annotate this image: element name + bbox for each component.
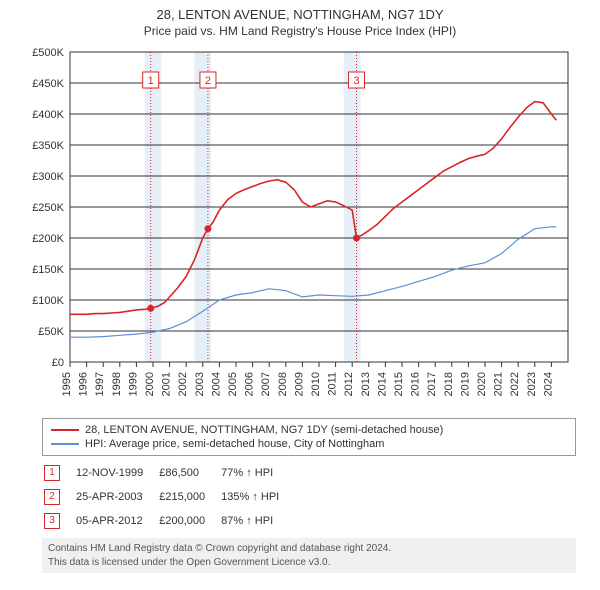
marker-label: 3: [353, 75, 359, 87]
y-tick-label: £450K: [32, 78, 64, 90]
y-tick-label: £250K: [32, 202, 64, 214]
sales-table: 1 12-NOV-1999£86,50077% ↑ HPI 2 25-APR-2003…: [42, 460, 295, 534]
x-tick-label: 2002: [177, 372, 189, 396]
sale-price: £86,500: [159, 462, 219, 484]
chart-title: 28, LENTON AVENUE, NOTTINGHAM, NG7 1DY: [0, 0, 600, 24]
sale-hpi: 87% ↑ HPI: [221, 510, 293, 532]
x-tick-label: 2008: [277, 372, 289, 396]
chart-area: £0 £50K £100K £150K £200K £250K £300K £350K £400…: [20, 42, 580, 412]
y-tick-label: £200K: [32, 233, 64, 245]
legend: 28, LENTON AVENUE, NOTTINGHAM, NG7 1DY (…: [42, 418, 576, 456]
legend-label: 28, LENTON AVENUE, NOTTINGHAM, NG7 1DY (…: [85, 424, 443, 436]
chart-subtitle: Price paid vs. HM Land Registry's House …: [0, 24, 600, 42]
footer-line2: This data is licensed under the Open Gov…: [48, 556, 570, 570]
x-tick-label: 2010: [310, 372, 322, 396]
x-tick-label: 2022: [509, 372, 521, 396]
x-tick-label: 2015: [393, 372, 405, 396]
y-tick-label: £0: [52, 357, 64, 369]
x-tick-label: 2007: [260, 372, 272, 396]
legend-item: 28, LENTON AVENUE, NOTTINGHAM, NG7 1DY (…: [51, 423, 567, 437]
x-tick-label: 2019: [459, 372, 471, 396]
x-tick-label: 2009: [293, 372, 305, 396]
sale-point: [204, 225, 211, 232]
x-tick-label: 2003: [194, 372, 206, 396]
marker-label: 2: [205, 75, 211, 87]
x-tick-label: 2013: [360, 372, 372, 396]
chart-svg: £0 £50K £100K £150K £200K £250K £300K £350K £400…: [20, 42, 580, 412]
x-tick-label: 2017: [426, 372, 438, 396]
table-row: 3 05-APR-2012£200,00087% ↑ HPI: [44, 510, 293, 532]
sale-hpi: 135% ↑ HPI: [221, 486, 293, 508]
x-tick-label: 2000: [144, 372, 156, 396]
x-tick-label: 2004: [210, 372, 222, 396]
x-tick-label: 2021: [493, 372, 505, 396]
legend-swatch: [51, 443, 79, 445]
legend-label: HPI: Average price, semi-detached house,…: [85, 438, 384, 450]
x-tick-label: 2012: [343, 372, 355, 396]
marker-label: 1: [148, 75, 154, 87]
y-tick-label: £400K: [32, 109, 64, 121]
x-tick-label: 1998: [111, 372, 123, 396]
footer-line1: Contains HM Land Registry data © Crown c…: [48, 542, 570, 556]
x-tick-label: 1997: [94, 372, 106, 396]
x-tick-label: 1996: [78, 372, 90, 396]
x-tick-label: 2001: [161, 372, 173, 396]
x-tick-label: 2018: [443, 372, 455, 396]
sale-price: £215,000: [159, 486, 219, 508]
sale-date: 25-APR-2003: [76, 486, 157, 508]
sale-marker-box: 2: [44, 489, 60, 505]
y-tick-label: £350K: [32, 140, 64, 152]
footer-attribution: Contains HM Land Registry data © Crown c…: [42, 538, 576, 573]
sale-date: 12-NOV-1999: [76, 462, 157, 484]
y-tick-label: £50K: [38, 326, 64, 338]
x-tick-label: 2016: [410, 372, 422, 396]
sale-date: 05-APR-2012: [76, 510, 157, 532]
x-tick-label: 1999: [127, 372, 139, 396]
y-tick-label: £500K: [32, 47, 64, 59]
x-tick-label: 2023: [526, 372, 538, 396]
x-tick-label: 2024: [542, 372, 554, 396]
y-tick-label: £150K: [32, 264, 64, 276]
legend-swatch: [51, 429, 79, 431]
sale-marker-box: 3: [44, 513, 60, 529]
table-row: 1 12-NOV-1999£86,50077% ↑ HPI: [44, 462, 293, 484]
y-tick-label: £300K: [32, 171, 64, 183]
x-tick-label: 2005: [227, 372, 239, 396]
y-tick-label: £100K: [32, 295, 64, 307]
sale-point: [353, 235, 360, 242]
sale-price: £200,000: [159, 510, 219, 532]
x-tick-label: 2006: [244, 372, 256, 396]
x-tick-label: 2011: [327, 372, 339, 396]
sale-hpi: 77% ↑ HPI: [221, 462, 293, 484]
sale-point: [147, 305, 154, 312]
x-tick-label: 2020: [476, 372, 488, 396]
legend-item: HPI: Average price, semi-detached house,…: [51, 437, 567, 451]
sale-marker-box: 1: [44, 465, 60, 481]
table-row: 2 25-APR-2003£215,000135% ↑ HPI: [44, 486, 293, 508]
x-tick-label: 2014: [376, 372, 388, 396]
x-tick-label: 1995: [61, 372, 73, 396]
